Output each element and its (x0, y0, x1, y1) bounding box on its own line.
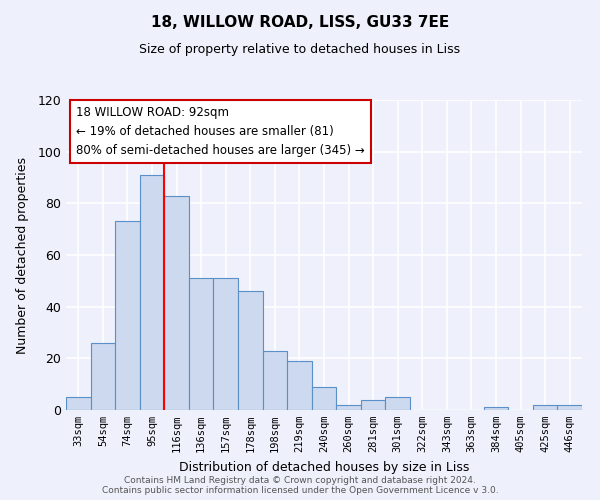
Bar (263, 350, 287, 410)
X-axis label: Distribution of detached houses by size in Liss: Distribution of detached houses by size … (179, 460, 469, 473)
Bar (312, 387, 336, 410)
Bar (557, 405, 582, 410)
Bar (484, 408, 508, 410)
Bar (214, 278, 238, 410)
Text: Size of property relative to detached houses in Liss: Size of property relative to detached ho… (139, 42, 461, 56)
Bar (164, 196, 189, 410)
Bar (66, 397, 91, 410)
Text: 18 WILLOW ROAD: 92sqm
← 19% of detached houses are smaller (81)
80% of semi-deta: 18 WILLOW ROAD: 92sqm ← 19% of detached … (76, 106, 365, 157)
Bar (533, 405, 557, 410)
Bar (336, 405, 361, 410)
Bar (140, 175, 164, 410)
Text: Contains public sector information licensed under the Open Government Licence v : Contains public sector information licen… (101, 486, 499, 495)
Bar (238, 291, 263, 410)
Bar (91, 343, 115, 410)
Text: 18, WILLOW ROAD, LISS, GU33 7EE: 18, WILLOW ROAD, LISS, GU33 7EE (151, 15, 449, 30)
Text: Contains HM Land Registry data © Crown copyright and database right 2024.: Contains HM Land Registry data © Crown c… (124, 476, 476, 485)
Bar (385, 397, 410, 410)
Bar (287, 361, 312, 410)
Y-axis label: Number of detached properties: Number of detached properties (16, 156, 29, 354)
Bar (361, 400, 385, 410)
Bar (189, 278, 214, 410)
Bar (115, 222, 140, 410)
